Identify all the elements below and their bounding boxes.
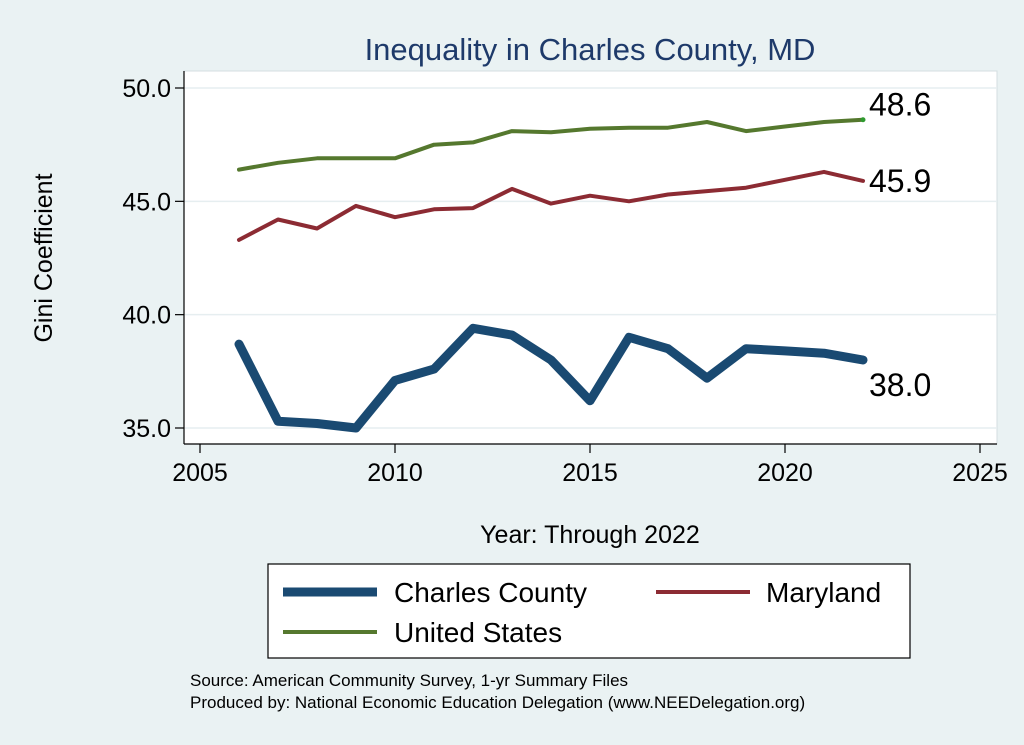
legend-label-united-states: United States <box>394 617 562 648</box>
chart-title: Inequality in Charles County, MD <box>365 32 816 67</box>
x-axis-label: Year: Through 2022 <box>480 521 700 549</box>
legend-box <box>267 563 911 659</box>
series-layer <box>234 117 868 433</box>
end-label-charles-county: 38.0 <box>869 367 931 403</box>
x-tick-label-4: 2025 <box>952 459 1008 487</box>
legend-label-maryland: Maryland <box>766 577 881 608</box>
y-tick-label-1: 40.0 <box>122 302 171 330</box>
source-line-1: Source: American Community Survey, 1-yr … <box>190 671 628 690</box>
x-tick-label-0: 2005 <box>172 459 228 487</box>
series-line-united-states <box>237 117 865 172</box>
series-line-maryland <box>237 169 865 242</box>
plot-area <box>183 70 998 445</box>
axes: 35.0 40.0 45.0 50.0 2005 2010 2015 2020 2025 <box>122 71 1008 487</box>
y-axis-label: Gini Coefficient <box>30 173 58 342</box>
y-tick-label-3: 50.0 <box>122 75 171 103</box>
legend-items: Charles County Maryland United States <box>283 577 881 648</box>
x-tick-label-1: 2010 <box>367 459 423 487</box>
end-label-maryland: 45.9 <box>869 163 931 199</box>
x-tick-label-3: 2020 <box>757 459 813 487</box>
end-labels: 38.0 45.9 48.6 <box>860 87 931 403</box>
x-tick-label-2: 2015 <box>562 459 618 487</box>
y-tick-label-2: 45.0 <box>122 188 171 216</box>
source-line-2: Produced by: National Economic Education… <box>190 693 805 712</box>
series-line-charles-county <box>234 323 868 433</box>
legend-label-charles-county: Charles County <box>394 577 587 608</box>
y-tick-label-0: 35.0 <box>122 415 171 443</box>
legend: Charles County Maryland United States <box>267 563 911 659</box>
end-label-united-states: 48.6 <box>869 87 931 123</box>
end-marker-united-states <box>860 117 866 123</box>
